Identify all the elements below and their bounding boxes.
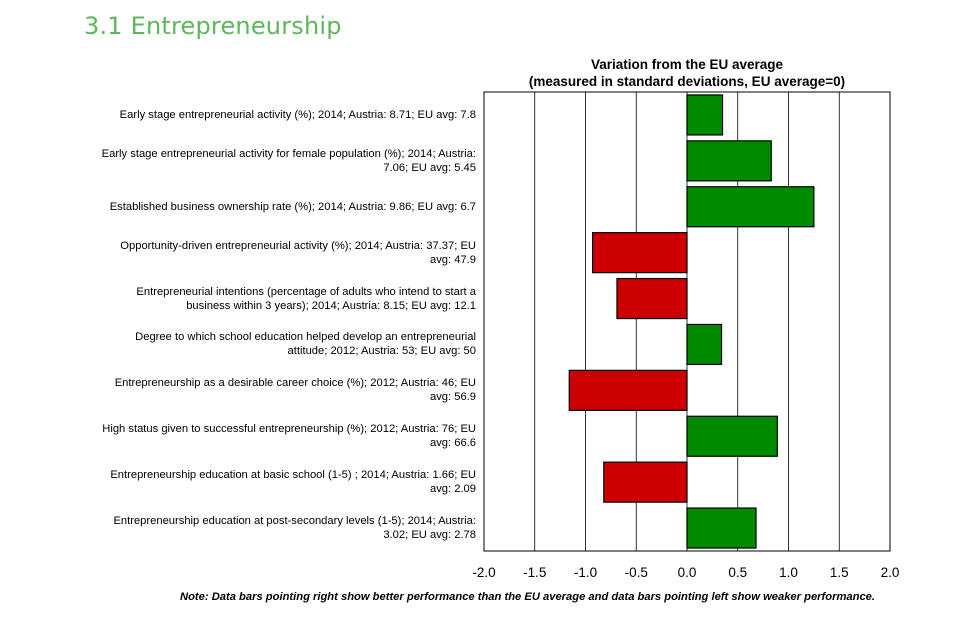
category-label-4: Opportunity-driven entrepreneurial activ… (76, 239, 476, 267)
x-tick-label-6: 1.0 (779, 565, 798, 580)
chart-title-line-2: (measured in standard deviations, EU ave… (528, 74, 846, 89)
category-label-line: attitude; 2012; Austria: 53; EU avg: 50 (287, 345, 476, 358)
bar-8 (686, 415, 778, 457)
chart-note: Note: Data bars pointing right show bett… (180, 591, 875, 603)
category-label-line: Early stage entrepreneurial activity (%)… (119, 108, 476, 121)
category-label-10: Entrepreneurship education at post-secon… (76, 514, 476, 542)
category-label-line: 7.06; EU avg: 5.45 (383, 161, 476, 174)
category-label-line: Entrepreneurship as a desirable career c… (114, 377, 476, 390)
x-tick-label-0: -2.0 (472, 565, 495, 580)
category-label-line: Degree to which school education helped … (135, 331, 476, 344)
bar-9 (603, 461, 688, 503)
category-label-3: Established business ownership rate (%);… (76, 200, 476, 214)
x-tick-label-5: 0.5 (728, 565, 747, 580)
category-label-7: Entrepreneurship as a desirable career c… (76, 376, 476, 404)
chart-title: Variation from the EU average (measured … (484, 56, 890, 90)
category-label-line: avg: 56.9 (429, 391, 476, 404)
category-label-6: Degree to which school education helped … (76, 330, 476, 358)
section-heading: 3.1 Entrepreneurship (84, 12, 342, 40)
category-label-line: avg: 2.09 (429, 483, 476, 496)
x-tick-label-7: 1.5 (830, 565, 849, 580)
bar-3 (686, 186, 815, 228)
category-label-line: Entrepreneurial intentions (percentage o… (136, 285, 476, 298)
category-label-line: Early stage entrepreneurial activity for… (101, 147, 476, 160)
category-label-line: Entrepreneurship education at post-secon… (113, 515, 476, 528)
x-tick-label-1: -1.5 (523, 565, 546, 580)
category-label-1: Early stage entrepreneurial activity (%)… (76, 108, 476, 122)
category-label-5: Entrepreneurial intentions (percentage o… (76, 285, 476, 313)
x-tick-label-3: -0.5 (625, 565, 648, 580)
chart-title-line-1: Variation from the EU average (590, 57, 784, 72)
category-label-2: Early stage entrepreneurial activity for… (76, 147, 476, 175)
category-label-line: avg: 47.9 (429, 253, 476, 266)
category-label-8: High status given to successful entrepre… (76, 422, 476, 450)
bar-10 (686, 507, 757, 549)
bar-7 (568, 369, 688, 411)
bar-2 (686, 140, 772, 182)
category-label-line: business within 3 years); 2014; Austria:… (186, 299, 476, 312)
category-label-line: avg: 66.6 (429, 437, 476, 450)
category-label-line: 3.02; EU avg: 2.78 (383, 529, 476, 542)
category-label-line: High status given to successful entrepre… (102, 423, 476, 436)
x-tick-label-2: -1.0 (574, 565, 597, 580)
category-label-line: Established business ownership rate (%);… (109, 200, 476, 213)
bar-6 (686, 323, 723, 366)
bar-1 (686, 94, 724, 136)
category-label-9: Entrepreneurship education at basic scho… (76, 468, 476, 496)
bar-5 (616, 277, 688, 320)
bar-4 (592, 232, 688, 274)
x-tick-label-8: 2.0 (881, 565, 900, 580)
category-label-line: Entrepreneurship education at basic scho… (110, 469, 476, 482)
x-tick-label-4: 0.0 (678, 565, 697, 580)
category-label-line: Opportunity-driven entrepreneurial activ… (120, 239, 476, 252)
